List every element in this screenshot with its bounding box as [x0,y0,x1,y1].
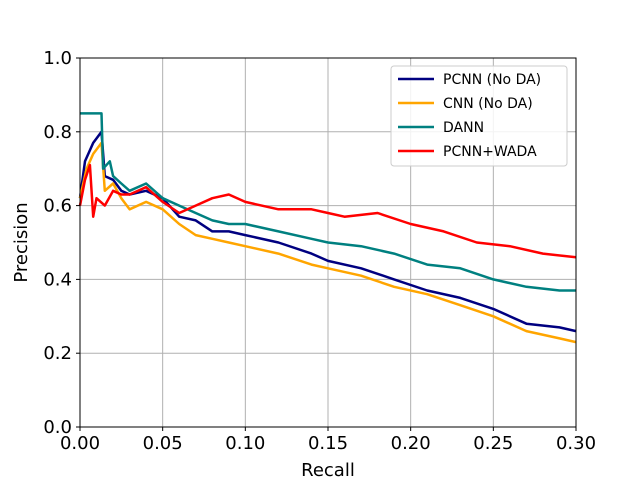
series-line-pcnn-wada [78,163,577,259]
y-tick-label: 0.4 [43,269,72,290]
series-line-pcnn-no-da [78,130,577,333]
y-tick-label: 1.0 [43,48,72,69]
x-tick-label: 0.10 [225,433,265,454]
legend-label-cnn-no-da: CNN (No DA) [443,96,533,112]
series-lines [78,112,577,344]
x-tick-label: 0.20 [391,433,431,454]
series-line-cnn-no-da [78,141,577,344]
x-tick-label: 0.25 [473,433,513,454]
x-tick-label: 0.00 [60,433,100,454]
series-line-dann [80,112,576,292]
axis-ticks: 0.00 0.05 0.10 0.15 0.20 0.25 0.30 0.0 0.2 0.4 0.6… [43,48,596,454]
x-tick-label: 0.05 [143,433,183,454]
legend: PCNN (No DA) CNN (No DA) DANN PCNN+WADA [390,65,568,167]
x-axis-label: Recall [301,460,355,480]
y-axis-label: Precision [11,202,32,282]
x-tick-label: 0.30 [556,433,596,454]
x-tick-label: 0.15 [308,433,348,454]
y-tick-label: 0.0 [43,417,72,438]
legend-box [390,65,568,167]
y-tick-label: 0.6 [43,196,72,217]
y-tick-label: 0.2 [43,343,72,364]
legend-label-pcnn-no-da: PCNN (No DA) [443,72,541,88]
legend-label-dann: DANN [443,120,484,136]
y-tick-label: 0.8 [43,122,72,143]
legend-label-pcnn-wada: PCNN+WADA [443,144,537,160]
